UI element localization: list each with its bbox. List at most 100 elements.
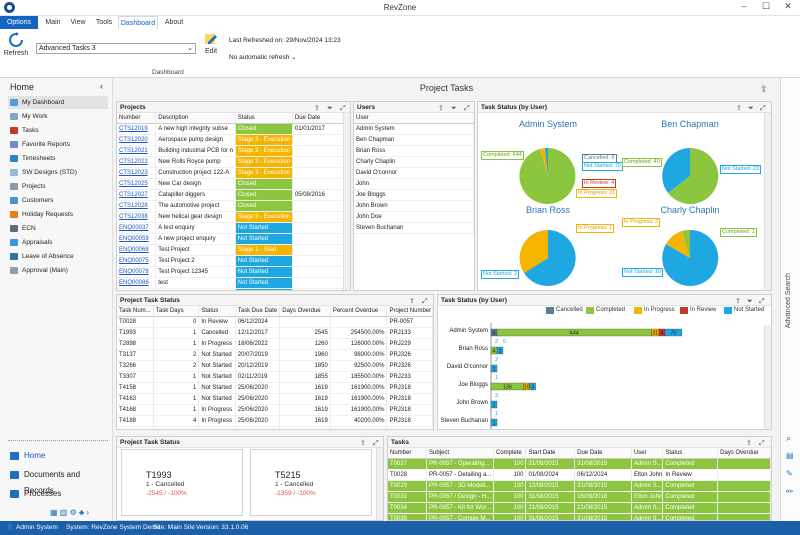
sidebar-item-projects[interactable]: Projects (8, 180, 108, 193)
table-row[interactable]: T0035 PR-0057 - Comple M... 100 31/08/2015 3… (388, 513, 771, 520)
project-number[interactable]: CTS12038 (117, 211, 157, 223)
column-header[interactable]: Due Date (574, 448, 632, 459)
table-row[interactable]: T3137 2 Not Started 20/07/2019 1960 98000.00%… (117, 349, 433, 361)
auto-refresh-dropdown[interactable]: No automatic refresh ⌄ (229, 54, 297, 61)
expand-icon[interactable]: ⤢ (759, 440, 765, 447)
column-header[interactable]: Project Number (386, 306, 433, 317)
menu-about[interactable]: About (164, 19, 184, 26)
collapse-icon[interactable]: ‹ (100, 81, 103, 91)
column-header[interactable]: Subject (426, 448, 494, 459)
project-number[interactable]: ENQ00078 (117, 266, 157, 278)
table-row[interactable]: Charly Chaplin (354, 156, 474, 168)
bar[interactable] (496, 346, 504, 355)
table-row[interactable]: T0031 PR-0057 / Design - H... 100 31/08/201… (388, 491, 771, 503)
sidebar-item-leave-of-absence[interactable]: Leave of Absence (8, 250, 108, 263)
table-row[interactable]: T0028 0 In Review 06/12/2024 PR-0057 (117, 316, 433, 328)
column-header[interactable]: Task Num... (117, 306, 154, 317)
minimize-icon[interactable]: – (741, 1, 747, 11)
project-number[interactable]: ENQ00086 (117, 277, 157, 289)
project-number[interactable]: CTS12022 (117, 156, 157, 168)
sidebar-splitter[interactable] (8, 440, 108, 444)
table-row[interactable]: CTS12038 New helical gear design Stage 3 -… (117, 211, 350, 223)
table-row[interactable]: T0027 PR-0057 - Operating... 100 31/08/2015… (388, 458, 771, 470)
task-card[interactable]: T1993 1 - Cancelled -2545 / -100% (121, 449, 243, 516)
table-row[interactable]: ENQ00086 test Not Started (117, 277, 350, 289)
table-row[interactable]: Ben Chapman (354, 134, 474, 146)
sidebar-item-my-work[interactable]: My Work (8, 110, 108, 123)
table-row[interactable]: CTS12019 A new high integrity subse Closed… (117, 123, 350, 135)
bar[interactable] (529, 382, 536, 391)
bar[interactable] (490, 400, 498, 409)
document-icon[interactable]: ▤ (786, 451, 794, 460)
sidebar-item-customers[interactable]: Customers (8, 194, 108, 207)
export-icon[interactable]: ⇪ (314, 105, 320, 112)
projects-scrollbar[interactable] (343, 113, 350, 290)
dashboard-select[interactable]: Advanced Tasks 3 ⌄ (36, 43, 196, 54)
column-header[interactable]: Days Overdue (279, 306, 331, 317)
table-row[interactable]: Brian Ross (354, 145, 474, 157)
project-number[interactable]: CTS12021 (117, 145, 157, 157)
column-header[interactable]: Task Due Date (235, 306, 281, 317)
project-number[interactable]: CTS12025 (117, 178, 157, 190)
close-icon[interactable]: ✕ (784, 1, 792, 11)
expand-icon[interactable]: ⤢ (373, 440, 379, 447)
project-number[interactable]: CTS12027 (117, 189, 157, 201)
bar[interactable] (490, 418, 498, 427)
column-header[interactable]: User (631, 448, 664, 459)
table-row[interactable]: T3307 1 Not Started 02/11/2019 1855 185500.00… (117, 371, 433, 383)
table-row[interactable]: T45073Not Started24/08/2020155951966.67%… (117, 426, 433, 429)
sidebar-item-my-dashboard[interactable]: My Dashboard (8, 96, 108, 109)
project-number[interactable]: CTS12020 (117, 134, 157, 146)
menu-dashboard[interactable]: Dashboard (118, 16, 158, 29)
table-row[interactable]: CTS12023 Construction project 122-A Stage … (117, 167, 350, 179)
task-card[interactable]: T5215 1 - Cancelled -1359 / -100% (250, 449, 372, 516)
menu-options[interactable]: Options (0, 16, 38, 29)
table-row[interactable]: T4188 4 In Progress 25/06/2020 1619 40200.00%… (117, 415, 433, 427)
sidebar-bottom-documents[interactable]: Documents and Records (8, 467, 112, 495)
column-header[interactable]: Complete (493, 448, 527, 459)
table-row[interactable]: ENQ00093This is a new jet engineNot Star… (117, 288, 350, 290)
table-row[interactable]: Joe Bloggs (354, 189, 474, 201)
filter-icon[interactable]: ⏷ (748, 105, 754, 112)
bar[interactable] (490, 364, 498, 373)
project-number[interactable]: ENQ00037 (117, 222, 157, 234)
expand-icon[interactable]: ⤢ (759, 298, 765, 305)
column-header[interactable]: Task Days (153, 306, 200, 317)
table-row[interactable]: T3266 2 Not Started 20/12/2019 1850 92500.00%… (117, 360, 433, 372)
sidebar-item-timesheets[interactable]: Timesheets (8, 152, 108, 165)
table-row[interactable]: T4158 1 Not Started 25/06/2020 1619 161900.00… (117, 382, 433, 394)
column-header[interactable]: Number (388, 448, 428, 459)
sidebar-bottom-home[interactable]: Home (8, 448, 45, 464)
users-column-header[interactable]: User (354, 113, 474, 124)
expand-icon[interactable]: ⤢ (464, 105, 470, 112)
menu-view[interactable]: View (70, 19, 86, 26)
table-row[interactable]: T4168 1 In Progress 25/06/2020 1619 161900.00… (117, 404, 433, 416)
sidebar-item-approval-main[interactable]: Approval (Main) (8, 264, 108, 277)
export-icon[interactable]: ⇪ (360, 440, 366, 447)
pie-scrollbar[interactable] (764, 113, 771, 290)
table-row[interactable]: ENQ00068 Test Project Stage 1 - Start (117, 244, 350, 256)
expand-icon[interactable]: ⤢ (340, 105, 346, 112)
share-icon[interactable]: ⚯ (786, 487, 793, 496)
bar-scrollbar[interactable] (764, 325, 771, 429)
expand-icon[interactable]: ⤢ (422, 298, 428, 305)
table-row[interactable]: T1993 1 Cancelled 12/12/2017 2545 254500.00% P… (117, 327, 433, 339)
edit-icon[interactable]: ✎ (786, 469, 793, 478)
table-row[interactable]: ENQ00075 Test Project 2 Not Started (117, 255, 350, 267)
search-icon[interactable]: ⌕ (786, 433, 792, 443)
table-row[interactable]: CTS12020 Aerospace pump design Stage 3 - E… (117, 134, 350, 146)
table-row[interactable]: CTS12025 New Car design Closed (117, 178, 350, 190)
table-row[interactable]: T0029 PR-0057 - 3D Modell... 100 12/08/2015… (388, 480, 771, 492)
table-row[interactable]: Admin System (354, 123, 474, 135)
project-number[interactable]: ENQ00059 (117, 233, 157, 245)
menu-tools[interactable]: Tools (95, 19, 113, 26)
table-row[interactable]: CTS12028 The automotive project Closed (117, 200, 350, 212)
column-header[interactable]: Start Date (525, 448, 576, 459)
table-row[interactable]: ENQ00059 A new project enquiry Not Started (117, 233, 350, 245)
filter-icon[interactable]: ⏷ (747, 298, 753, 305)
bar[interactable] (664, 328, 682, 337)
project-number[interactable]: CTS12028 (117, 200, 157, 212)
table-row[interactable]: ENQ00037 A test enquiry Not Started (117, 222, 350, 234)
column-header[interactable]: Days Overdue (717, 448, 771, 459)
filter-icon[interactable]: ⏷ (327, 105, 333, 112)
